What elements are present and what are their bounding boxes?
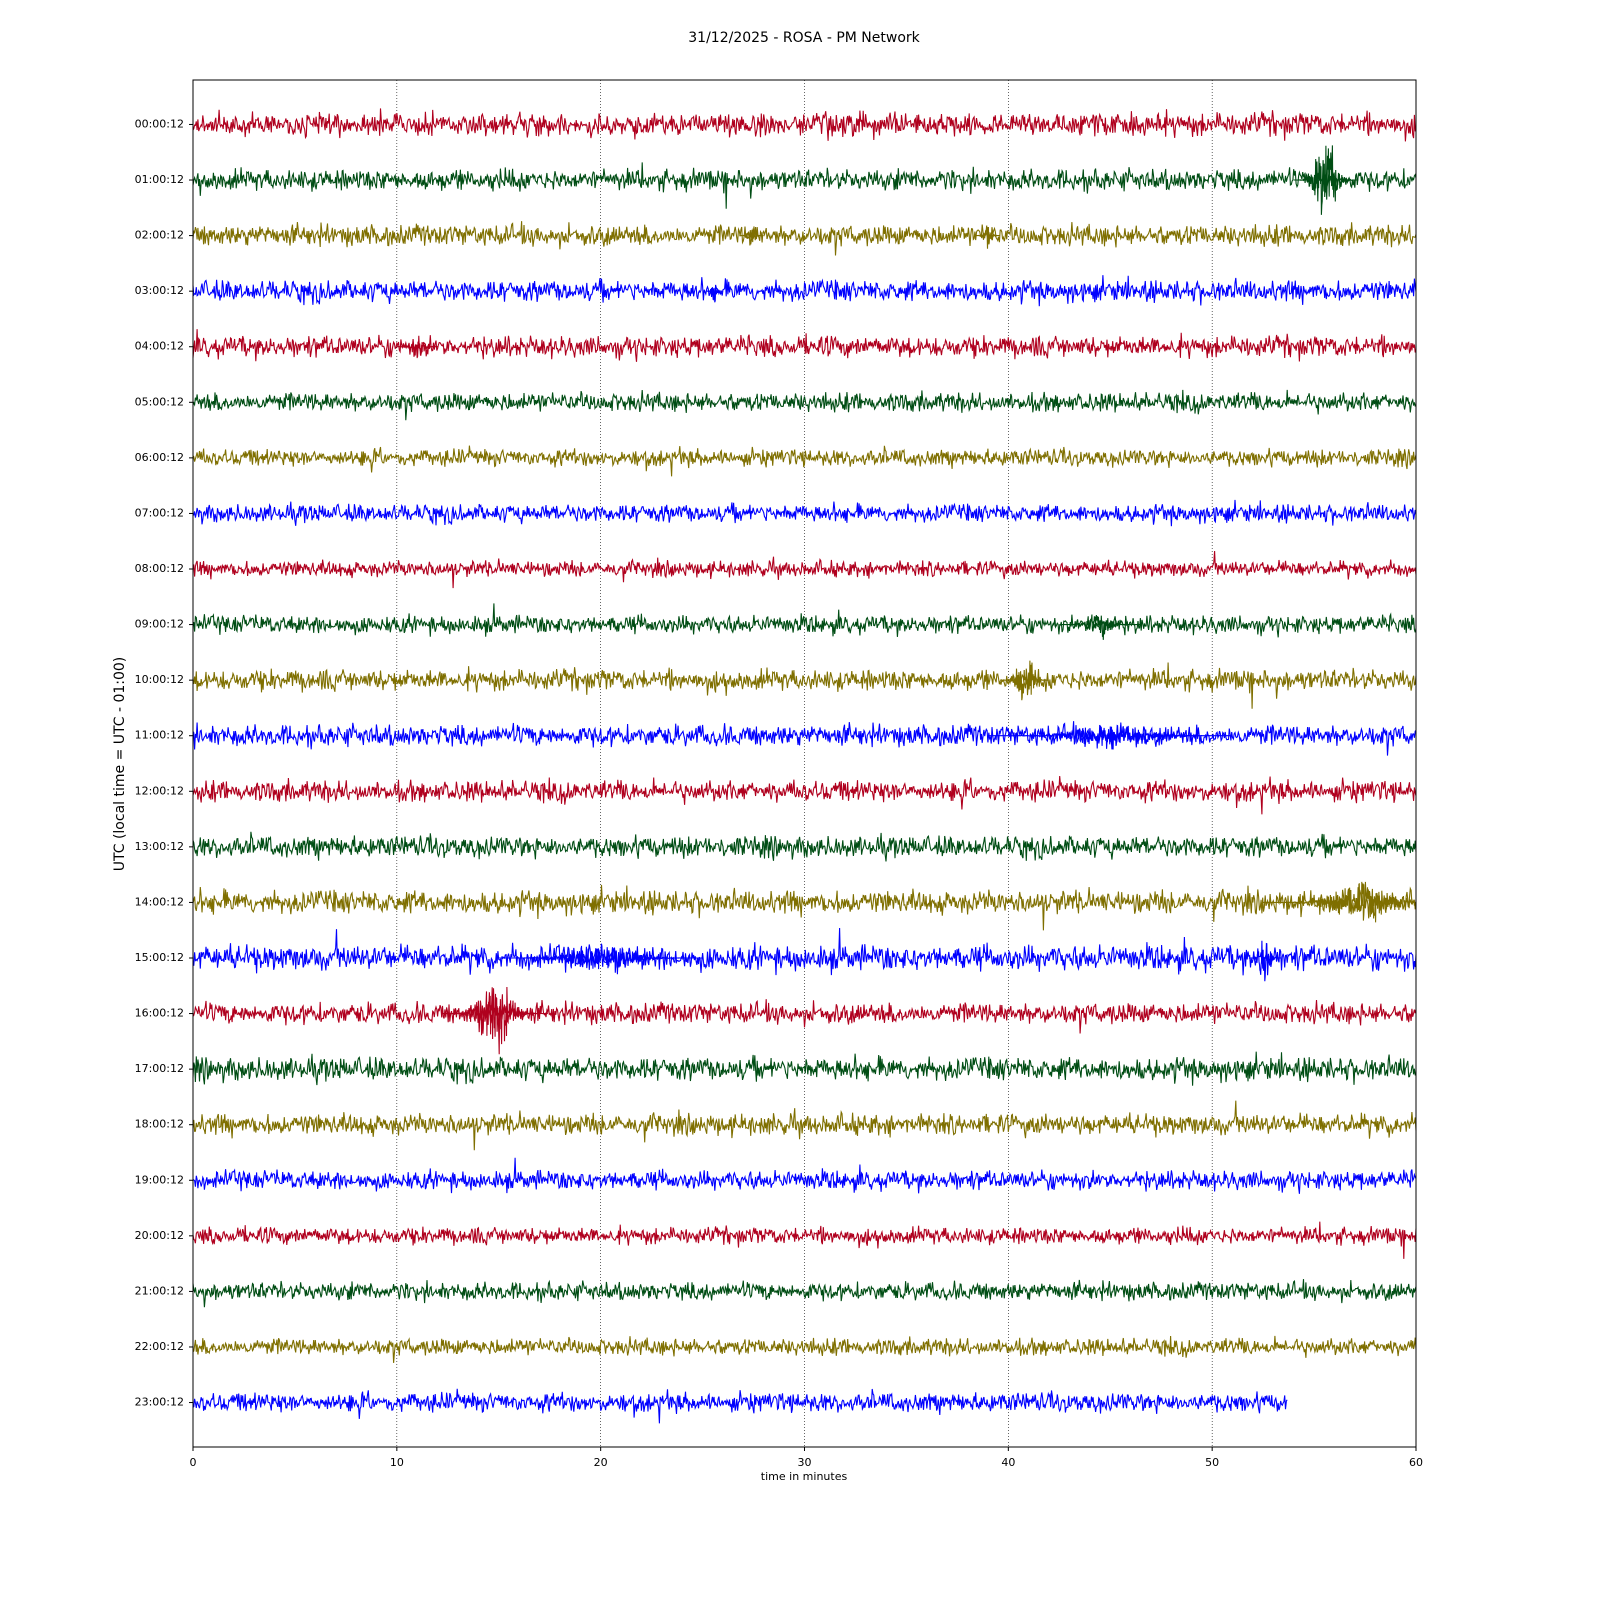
trace (192, 721, 1417, 756)
y-tick-label: 19:00:12 (135, 1173, 184, 1186)
event-burst (1248, 940, 1282, 982)
y-tick-label: 05:00:12 (135, 395, 184, 408)
trace (192, 999, 1417, 1034)
trace (192, 499, 1417, 527)
y-tick-label: 12:00:12 (135, 784, 184, 797)
trace (192, 329, 1417, 362)
trace (192, 1279, 1417, 1308)
event-burst (1000, 660, 1049, 701)
trace (192, 1051, 1416, 1086)
event-burst (739, 226, 764, 246)
x-tick-label: 30 (798, 1456, 812, 1469)
y-tick-label: 09:00:12 (135, 618, 184, 631)
trace (192, 775, 1417, 815)
event-burst (975, 225, 1000, 249)
trace (192, 389, 1417, 421)
trace (192, 1335, 1417, 1363)
y-tick-label: 11:00:12 (135, 729, 184, 742)
y-tick-label: 16:00:12 (135, 1007, 184, 1020)
x-axis-label: time in minutes (761, 1470, 848, 1483)
y-tick-label: 18:00:12 (135, 1118, 184, 1131)
trace (192, 550, 1417, 589)
trace (192, 662, 1417, 709)
y-tick-label: 20:00:12 (135, 1229, 184, 1242)
trace (192, 108, 1417, 142)
event-burst (988, 724, 1233, 750)
y-tick-label: 00:00:12 (135, 117, 184, 130)
event-burst (1293, 145, 1359, 215)
x-tick-label: 40 (1001, 1456, 1015, 1469)
event-burst (396, 335, 438, 357)
y-tick-label: 08:00:12 (135, 562, 184, 575)
event-burst (1059, 614, 1141, 640)
trace (192, 884, 1417, 931)
y-tick-label: 13:00:12 (135, 840, 184, 853)
y-tick-label: 02:00:12 (135, 229, 184, 242)
trace (192, 831, 1417, 862)
plot-frame (192, 79, 1417, 1448)
event-burst (1263, 881, 1417, 923)
trace (192, 603, 1417, 638)
y-tick-label: 01:00:12 (135, 173, 184, 186)
y-tick-label: 22:00:12 (135, 1340, 184, 1353)
y-tick-label: 14:00:12 (135, 895, 184, 908)
y-tick-label: 10:00:12 (135, 673, 184, 686)
trace (192, 1157, 1417, 1194)
y-tick-label: 04:00:12 (135, 340, 184, 353)
x-tick-label: 50 (1205, 1456, 1219, 1469)
y-tick-label: 17:00:12 (135, 1062, 184, 1075)
trace (192, 162, 1417, 209)
trace (192, 445, 1417, 477)
trace (192, 221, 1417, 256)
x-tick-label: 10 (390, 1456, 404, 1469)
event-burst (441, 986, 548, 1055)
y-tick-label: 15:00:12 (135, 951, 184, 964)
event-burst (706, 286, 723, 302)
y-axis-label: UTC (local time = UTC - 01:00) (112, 657, 128, 872)
trace (192, 275, 1417, 307)
trace (192, 1221, 1417, 1259)
trace (192, 927, 1417, 976)
event-burst (498, 944, 703, 975)
y-tick-label: 21:00:12 (135, 1284, 184, 1297)
y-tick-label: 03:00:12 (135, 284, 184, 297)
trace (192, 1388, 1288, 1424)
x-tick-label: 20 (594, 1456, 608, 1469)
chart-title: 31/12/2025 - ROSA - PM Network (688, 30, 920, 46)
y-tick-label: 23:00:12 (135, 1396, 184, 1409)
y-tick-label: 06:00:12 (135, 451, 184, 464)
x-tick-label: 60 (1409, 1456, 1423, 1469)
trace (192, 1100, 1417, 1151)
y-tick-label: 07:00:12 (135, 506, 184, 519)
x-tick-label: 0 (190, 1456, 197, 1469)
